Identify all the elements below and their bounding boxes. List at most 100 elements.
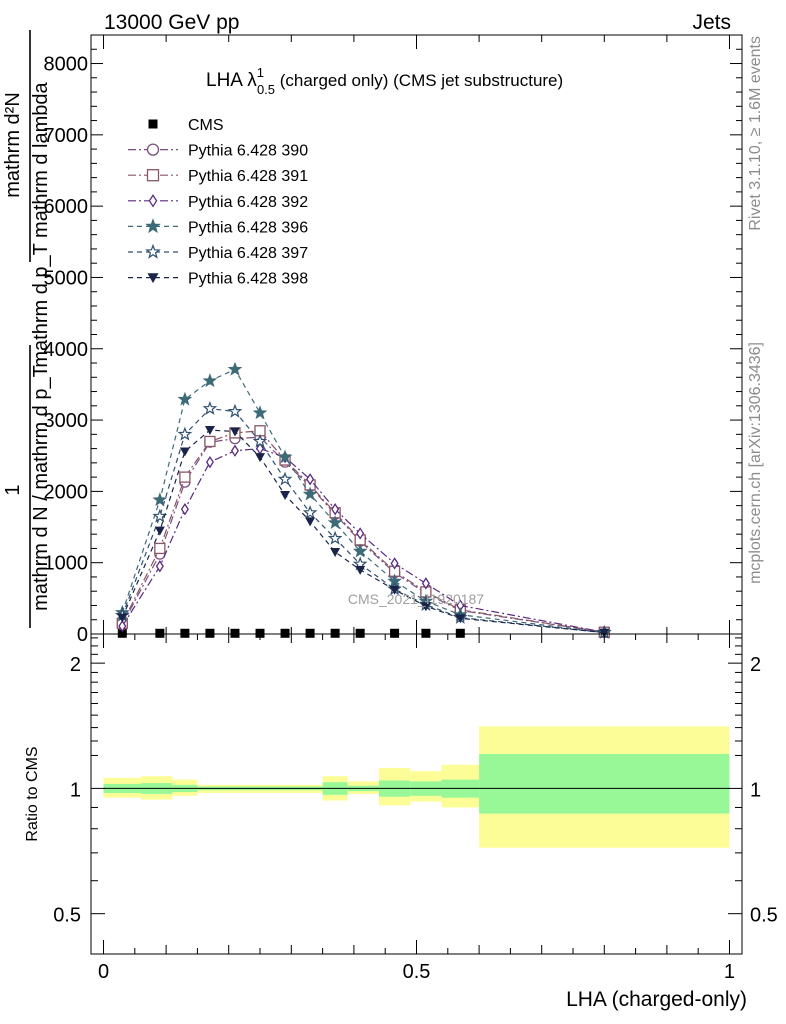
ratio-x-axis: 0 0.5 1 <box>98 634 735 983</box>
legend-entry: Pythia 6.428 397 <box>128 243 308 262</box>
main-y-tick-label: 5000 <box>44 267 89 289</box>
main-y-axis: 0 1000 2000 3000 4000 5000 6000 7000 8000 <box>44 34 742 646</box>
series-3 <box>118 442 609 639</box>
data-point <box>227 361 243 376</box>
data-point <box>118 619 127 633</box>
data-point <box>277 471 293 486</box>
data-point <box>330 547 341 557</box>
series-0 <box>117 628 465 638</box>
ratio-y-tick-label-right: 2 <box>750 654 761 676</box>
header-process-label: Jets <box>692 11 731 34</box>
data-point <box>302 505 318 519</box>
x-tick-label: 0 <box>98 961 109 983</box>
data-point <box>455 614 466 624</box>
main-y-tick-label: 6000 <box>44 196 89 218</box>
data-point <box>327 530 343 545</box>
data-point <box>154 526 165 536</box>
data-point <box>302 486 318 501</box>
ratio-y-tick-label-right: 0.5 <box>750 905 778 927</box>
data-point <box>227 403 243 418</box>
main-y-tick-label: 2000 <box>44 481 89 503</box>
series-6 <box>117 426 610 638</box>
legend-entry: Pythia 6.428 396 <box>128 218 308 236</box>
data-point <box>204 435 216 448</box>
data-point <box>145 218 161 234</box>
data-point <box>355 628 365 638</box>
data-point <box>177 391 193 406</box>
data-point <box>146 143 160 156</box>
data-point <box>306 473 315 486</box>
legend-label: Pythia 6.428 397 <box>188 245 308 262</box>
main-plot-title: LHA λ1 0.5 (charged only) (CMS jet substr… <box>206 65 563 97</box>
data-point <box>455 628 465 638</box>
data-point <box>155 628 165 638</box>
rivet-version-label: Rivet 3.1.10, ≥ 1.6M events <box>747 36 764 231</box>
main-plot: 0 1000 2000 3000 4000 5000 6000 7000 8000 CMS_20… <box>44 34 743 646</box>
legend-entry: Pythia 6.428 398 <box>128 271 308 288</box>
analysis-watermark: CMS_2021_I1920187 <box>348 591 484 607</box>
legend-entry: Pythia 6.428 391 <box>128 168 308 185</box>
data-point <box>154 542 166 555</box>
legend-entry: CMS <box>148 117 224 134</box>
data-point <box>229 427 240 437</box>
data-point <box>252 433 268 448</box>
main-y-tick-label: 1000 <box>44 553 89 575</box>
data-point <box>305 628 315 638</box>
data-point <box>230 628 240 638</box>
title-subscript: 0.5 <box>257 82 275 97</box>
legend-entry: Pythia 6.428 390 <box>128 143 308 160</box>
data-point <box>179 471 191 483</box>
data-point <box>180 503 189 516</box>
data-point <box>280 490 291 500</box>
data-point <box>180 628 190 638</box>
legend-label: CMS <box>188 117 224 134</box>
data-point <box>148 194 158 208</box>
ratio-y-tick-label: 1 <box>70 779 81 801</box>
ratio-plot: 0.5 0.51 12 2 0 0.5 1 Ratio to CMS LHA (charg… <box>24 633 778 1011</box>
data-point <box>421 577 430 590</box>
data-point <box>146 169 160 182</box>
main-y-tick-label: 8000 <box>44 54 89 76</box>
legend-label: Pythia 6.428 398 <box>188 271 308 288</box>
data-point <box>147 273 159 284</box>
data-point <box>280 628 290 638</box>
data-point <box>145 243 161 259</box>
data-point <box>177 426 193 441</box>
ylabel-numerator: mathrm d²N <box>2 92 24 198</box>
data-point <box>330 628 340 638</box>
data-point <box>599 628 610 638</box>
data-point <box>202 400 218 415</box>
ratio-y-axis-label: Ratio to CMS <box>24 746 41 841</box>
data-point <box>421 628 431 638</box>
data-point <box>420 602 431 612</box>
x-tick-label: 0.5 <box>403 961 431 983</box>
ratio-inner-band <box>479 753 730 814</box>
main-y-tick-label: 4000 <box>44 339 89 361</box>
ylabel-denominator: mathrm d p_T mathrm d lambda <box>30 81 52 367</box>
title-main: LHA λ <box>206 70 257 91</box>
ratio-y-axis: 0.5 0.5 1 1 2 2 <box>53 637 778 927</box>
data-point <box>390 628 400 638</box>
legend-label: Pythia 6.428 392 <box>188 194 308 211</box>
data-point <box>204 426 215 436</box>
main-series-group <box>114 361 612 639</box>
main-y-axis-label: mathrm d²N mathrm d p_T mathrm d lambda … <box>2 30 52 628</box>
title-rest: (charged only) (CMS jet substructure) <box>275 71 563 90</box>
data-point <box>155 560 164 573</box>
series-5 <box>114 400 612 639</box>
ratio-y-tick-label: 0.5 <box>53 905 81 927</box>
data-point <box>205 455 214 469</box>
main-y-tick-label: 3000 <box>44 410 89 432</box>
ylabel-prefix-bottom: mathrm d N / mathrm d p_T <box>30 365 52 611</box>
data-point <box>355 565 366 575</box>
ratio-y-tick-label-right: 1 <box>750 779 761 801</box>
main-y-tick-label: 0 <box>77 624 88 646</box>
data-point <box>152 492 168 507</box>
data-point <box>205 628 215 638</box>
data-point <box>305 517 316 527</box>
series-line <box>121 447 605 633</box>
x-axis-label: LHA (charged-only) <box>566 988 747 1011</box>
data-point <box>252 405 268 420</box>
data-point <box>117 613 128 623</box>
